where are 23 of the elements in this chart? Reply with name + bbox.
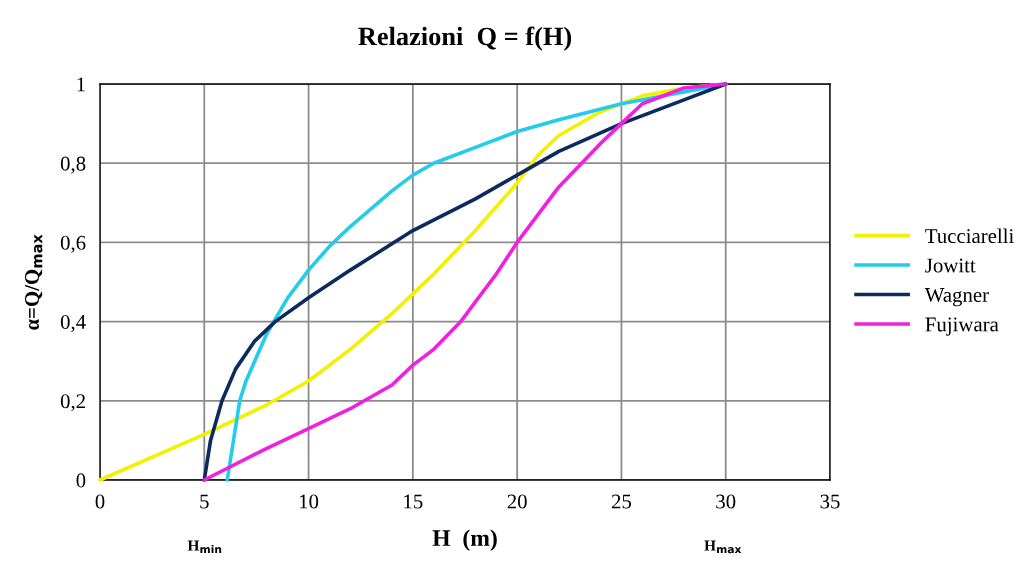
legend-label: Wagner <box>924 288 989 307</box>
x-tick-label: 10 <box>299 494 319 509</box>
y-tick-label: 0,6 <box>60 235 86 253</box>
legend-label: Jowitt <box>925 258 976 273</box>
x-axis-title: H (m) <box>432 529 497 551</box>
y-tick-label: 0,4 <box>60 314 86 333</box>
x-tick-label: 30 <box>716 494 736 509</box>
text: H$_{max}$ <box>704 540 742 554</box>
y-tick-label: 0,8 <box>60 156 86 174</box>
y-tick-label: 0 <box>76 473 86 488</box>
x-tick-label: 25 <box>611 494 632 509</box>
y-tick-label: 1 <box>77 77 85 92</box>
x-tick-label: 15 <box>404 494 423 509</box>
chart-title: Relazioni Q = f(H) <box>358 26 572 51</box>
legend-label: Tucciarelli <box>925 228 1014 244</box>
text: H$_{min}$ <box>187 540 222 554</box>
x-tick-label: 0 <box>95 494 105 509</box>
legend-label: Fujiwara <box>925 317 999 336</box>
x-tick-label: 20 <box>507 494 527 509</box>
y-axis-title: α=Q/Q$_{max}$ <box>25 234 43 330</box>
x-tick-label: 5 <box>200 494 209 509</box>
y-tick-label: 0,2 <box>60 394 85 412</box>
x-tick-label: 35 <box>820 494 840 509</box>
